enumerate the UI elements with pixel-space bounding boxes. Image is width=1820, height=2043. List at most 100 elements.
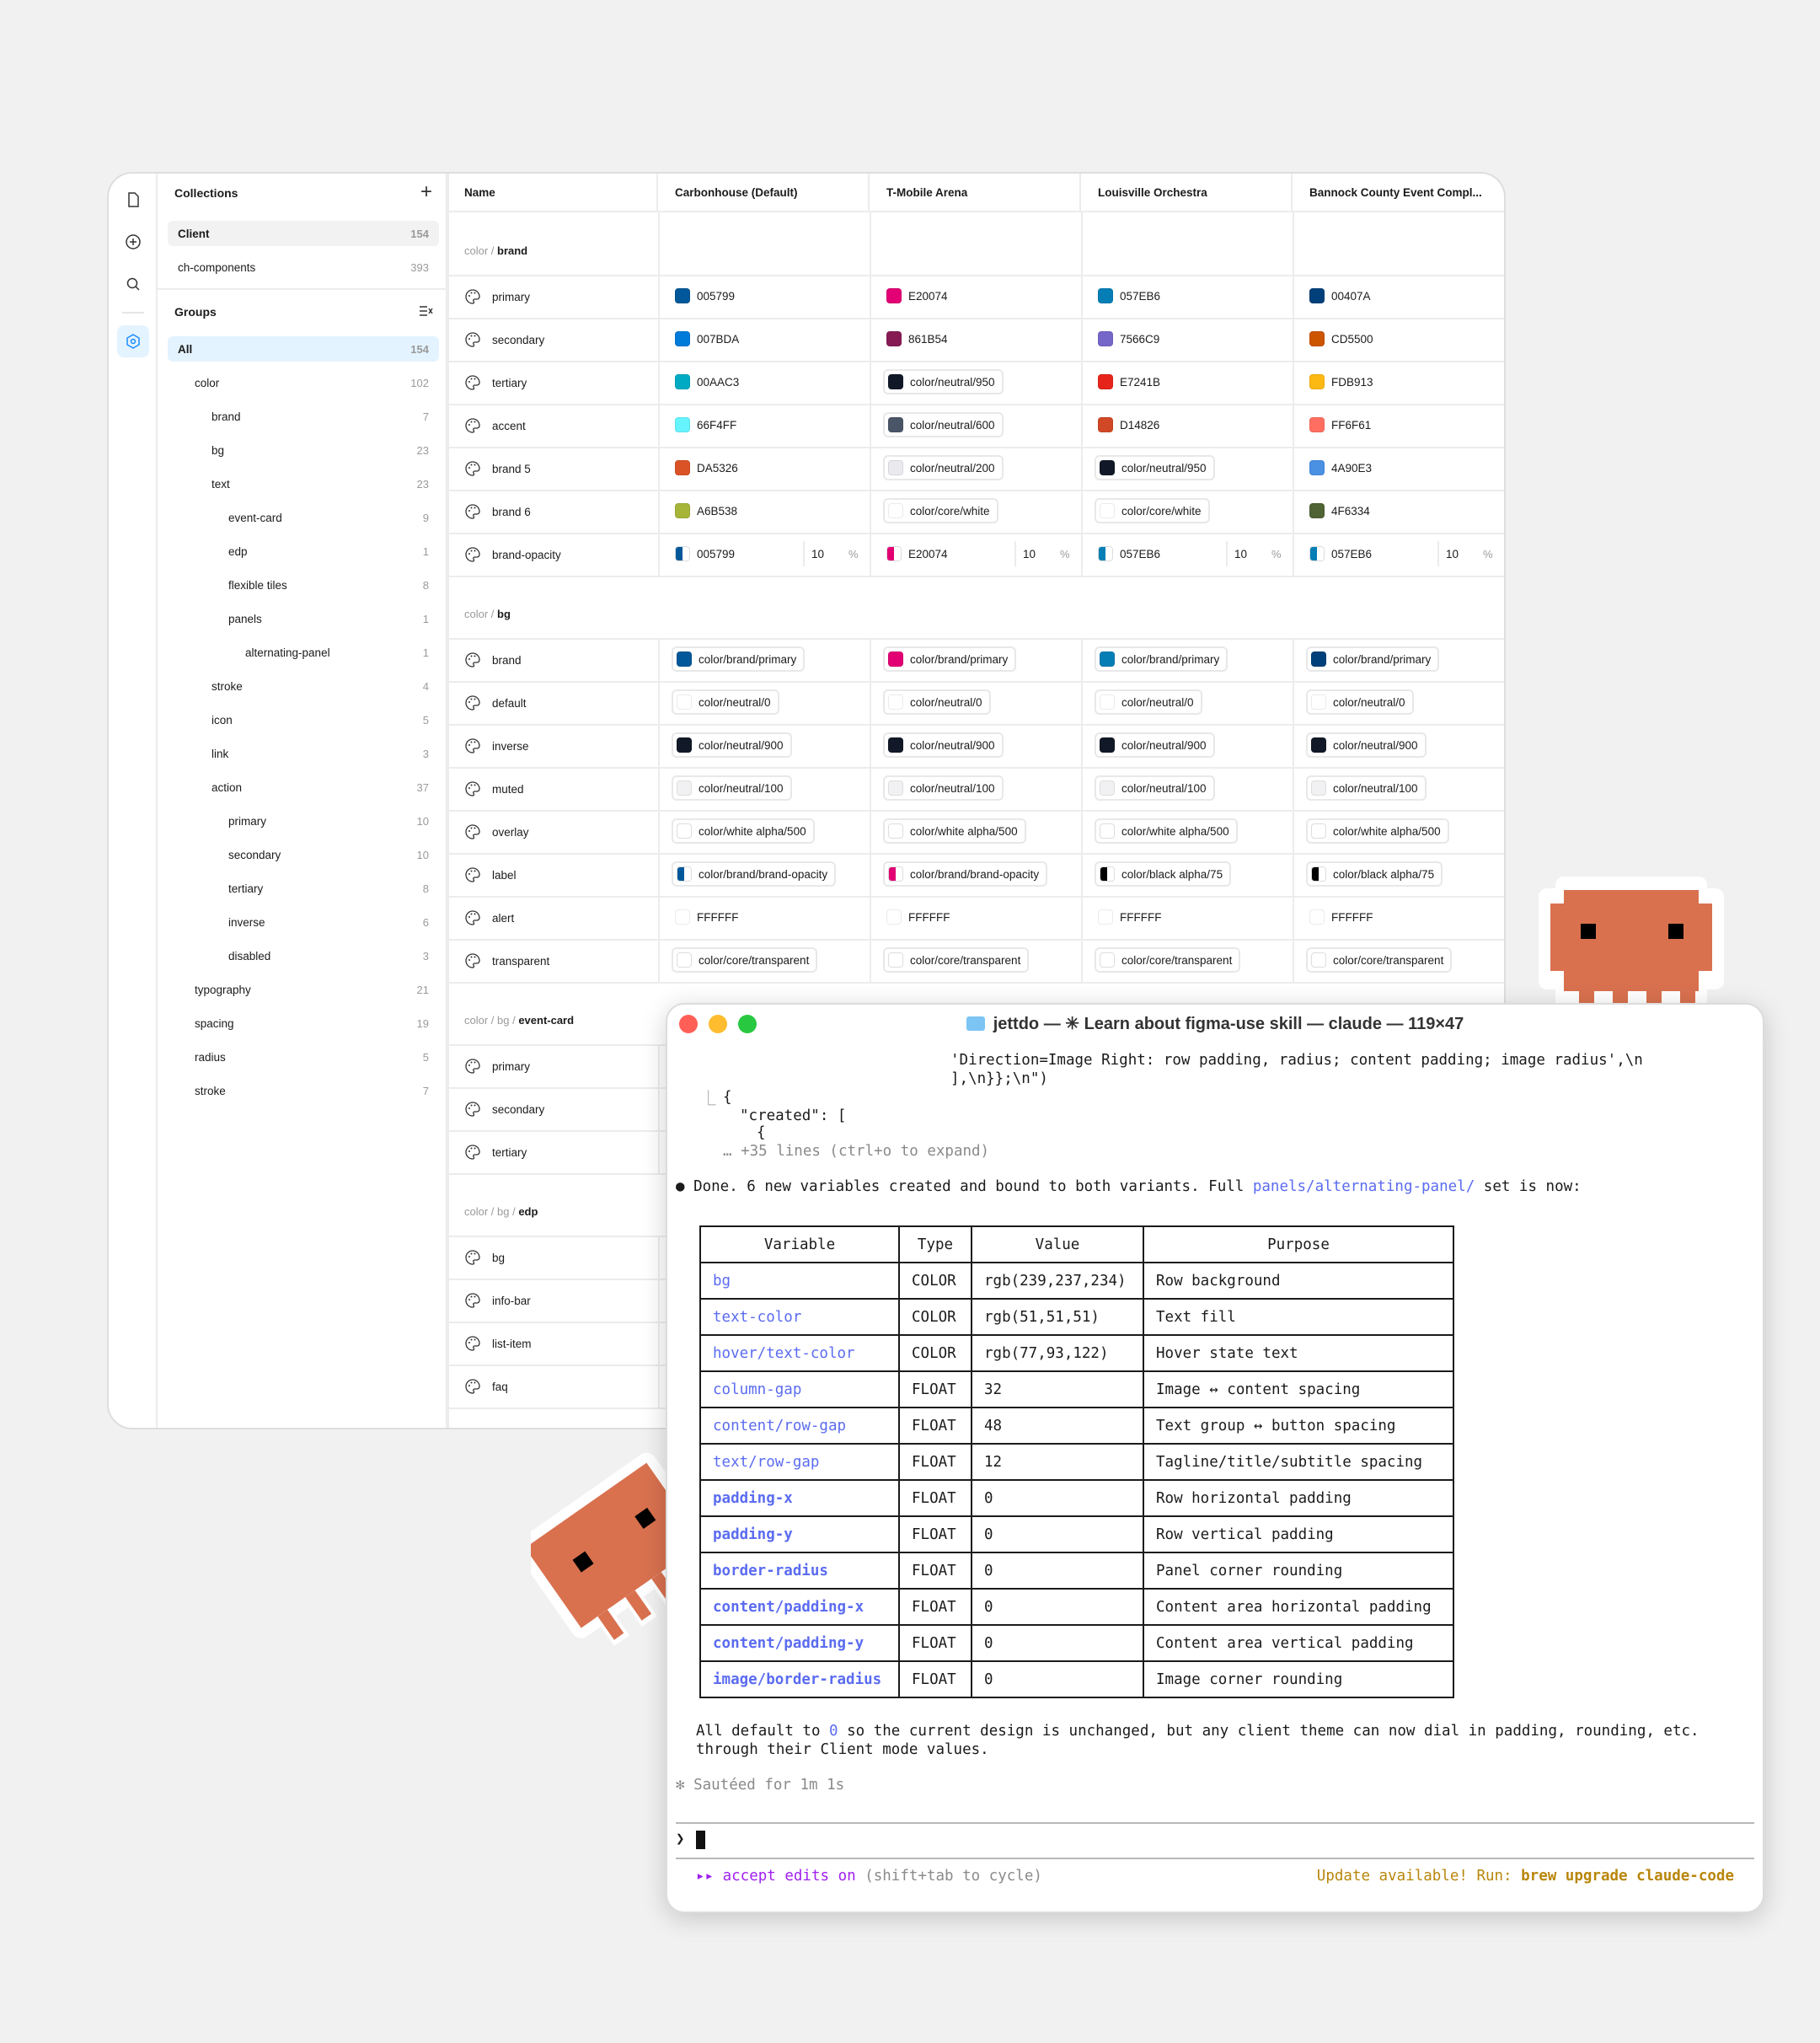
variable-name[interactable]: brand [464,650,522,670]
group-item[interactable]: radius 5 [168,1044,439,1070]
group-item[interactable]: action 37 [168,775,439,800]
variable-value[interactable]: color/neutral/0 [1095,689,1202,715]
group-item[interactable]: primary 10 [168,808,439,834]
variable-value[interactable]: color/neutral/0 [672,689,779,715]
variable-name[interactable]: primary [464,1056,530,1076]
column-header[interactable]: T-Mobile Arena [870,174,1081,212]
collection-item[interactable]: ch-components 393 [168,255,439,280]
variable-value[interactable]: color/core/transparent [1095,947,1241,973]
variable-value[interactable]: 861B54 [886,326,948,351]
variable-value[interactable]: color/neutral/200 [883,455,1004,480]
variable-name[interactable]: info-bar [464,1290,531,1311]
variable-name[interactable]: tertiary [464,1142,527,1162]
add-icon[interactable] [120,229,146,255]
variable-value[interactable]: color/brand/primary [1306,646,1440,672]
variable-value[interactable]: 00407A [1309,283,1371,308]
variable-value[interactable]: FFFFFF [1098,904,1161,930]
variable-value[interactable]: color/black alpha/75 [1095,861,1232,887]
variable-value[interactable]: FF6F61 [1309,412,1371,437]
variable-value[interactable]: color/white alpha/500 [1095,818,1238,844]
variable-name[interactable]: accent [464,416,526,436]
group-item[interactable]: flexible tiles 8 [168,572,439,598]
opacity-value[interactable]: 10 [811,548,825,560]
variable-name[interactable]: primary [464,287,530,307]
variable-value[interactable]: 057EB6 [1098,283,1160,308]
opacity-value[interactable]: 10 [1023,548,1036,560]
variable-value[interactable]: color/neutral/0 [883,689,991,715]
input-cursor[interactable] [696,1831,705,1849]
variable-name[interactable]: transparent [464,951,549,971]
variable-name[interactable]: brand 6 [464,501,531,522]
column-header[interactable]: Louisville Orchestra [1081,174,1293,212]
variable-name[interactable]: inverse [464,736,529,756]
variable-value[interactable]: color/white alpha/500 [672,818,815,844]
variable-value[interactable]: color/neutral/900 [1306,732,1427,758]
group-item[interactable]: stroke 7 [168,1078,439,1103]
column-header[interactable]: Name [447,174,658,212]
variable-value[interactable]: color/neutral/100 [1306,775,1427,801]
opacity-value[interactable]: 10 [1446,548,1459,560]
variable-value[interactable]: DA5326 [675,455,738,480]
group-item[interactable]: typography 21 [168,977,439,1002]
variable-name[interactable]: label [464,865,517,885]
variable-name[interactable]: brand-opacity [464,544,561,565]
group-item[interactable]: disabled 3 [168,943,439,968]
variable-value[interactable]: 005799 [675,283,735,308]
variable-value[interactable]: E20074 [886,283,948,308]
variable-value[interactable]: color/core/white [883,498,998,523]
variable-value[interactable]: color/neutral/950 [883,369,1004,394]
variable-name[interactable]: secondary [464,1099,544,1119]
variable-value[interactable]: 057EB6 [1309,541,1372,566]
column-header[interactable]: Bannock County Event Compl... [1293,174,1504,212]
variable-value[interactable]: color/brand/brand-opacity [883,861,1048,887]
variable-value[interactable]: 4F6334 [1309,498,1370,523]
variable-name[interactable]: overlay [464,822,529,842]
variable-name[interactable]: secondary [464,330,544,350]
group-item[interactable]: text 23 [168,471,439,496]
variable-value[interactable]: color/brand/primary [883,646,1017,672]
variable-value[interactable]: color/neutral/100 [1095,775,1215,801]
variable-value[interactable]: color/black alpha/75 [1306,861,1443,887]
variables-icon[interactable] [117,325,149,357]
variable-name[interactable]: brand 5 [464,458,531,479]
add-collection-icon[interactable]: + [420,180,432,203]
minimize-button[interactable] [709,1015,727,1033]
variable-name[interactable]: alert [464,908,514,928]
group-item[interactable]: icon 5 [168,707,439,732]
variable-name[interactable]: faq [464,1376,508,1397]
variable-value[interactable]: E20074 [886,541,948,566]
group-item[interactable]: stroke 4 [168,673,439,699]
group-item[interactable]: event-card 9 [168,505,439,530]
close-button[interactable] [679,1015,698,1033]
group-item[interactable]: inverse 6 [168,909,439,935]
variable-value[interactable]: color/neutral/0 [1306,689,1414,715]
search-icon[interactable] [120,271,146,297]
variable-name[interactable]: bg [464,1247,505,1268]
variable-value[interactable]: color/core/transparent [883,947,1030,973]
column-header[interactable]: Carbonhouse (Default) [658,174,870,212]
group-item[interactable]: alternating-panel 1 [168,640,439,665]
variable-value[interactable]: color/neutral/900 [883,732,1004,758]
group-item[interactable]: edp 1 [168,539,439,564]
expand-hint[interactable]: … +35 lines (ctrl+o to expand) [723,1143,990,1160]
variable-value[interactable]: color/white alpha/500 [883,818,1026,844]
variable-name[interactable]: default [464,693,527,713]
variable-name[interactable]: tertiary [464,373,527,393]
variable-value[interactable]: A6B538 [675,498,737,523]
variable-value[interactable]: color/neutral/100 [883,775,1004,801]
variable-value[interactable]: CD5500 [1309,326,1373,351]
mode-indicator[interactable]: ▸▸ accept edits on (shift+tab to cycle) [696,1868,1042,1885]
group-sort-icon[interactable] [417,303,434,319]
variable-value[interactable]: color/neutral/900 [672,732,792,758]
variable-value[interactable]: color/core/transparent [672,947,818,973]
variable-value[interactable]: 7566C9 [1098,326,1159,351]
group-item[interactable]: All 154 [168,336,439,362]
variable-value[interactable]: color/white alpha/500 [1306,818,1449,844]
group-item[interactable]: brand 7 [168,404,439,429]
variable-value[interactable]: color/brand/brand-opacity [672,861,837,887]
variable-value[interactable]: color/brand/primary [1095,646,1228,672]
variable-value[interactable]: 00AAC3 [675,369,739,394]
variable-value[interactable]: 007BDA [675,326,739,351]
variable-value[interactable]: color/core/white [1095,498,1210,523]
variable-value[interactable]: FFFFFF [886,904,950,930]
